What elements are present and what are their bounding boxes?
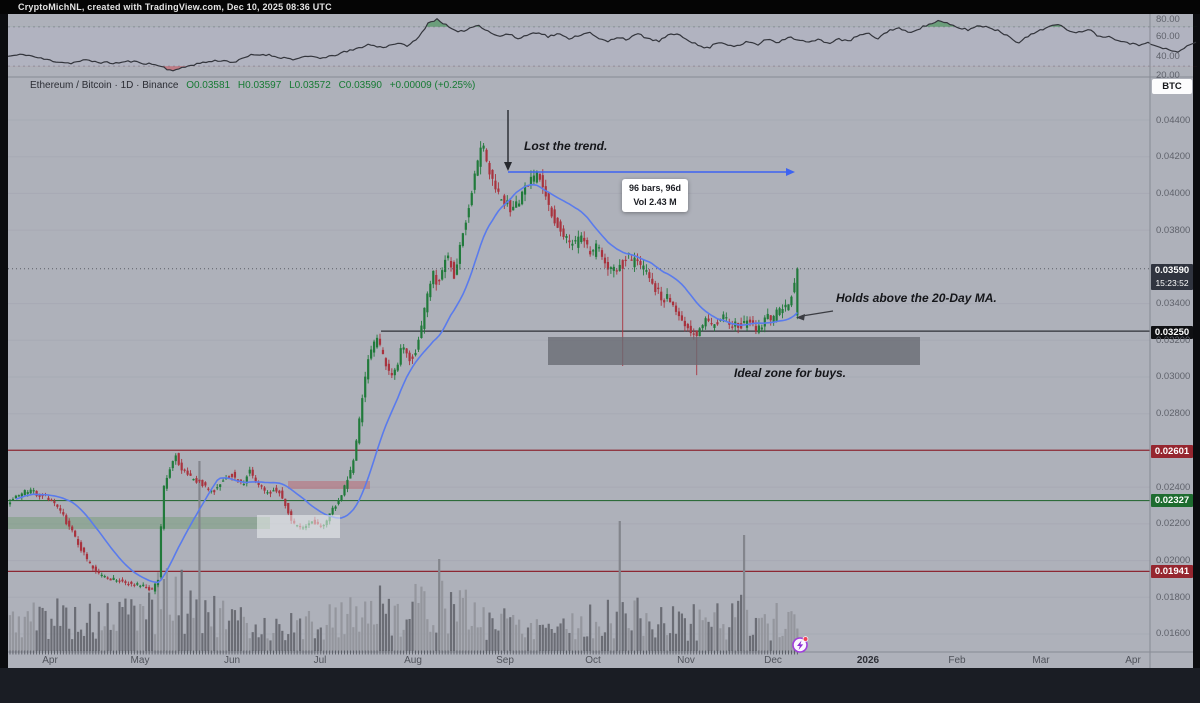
time-tick-label: Sep xyxy=(496,655,514,666)
horizontal-levels xyxy=(8,330,1150,572)
measure-tool-tooltip: 96 bars, 96d Vol 2.43 M xyxy=(622,179,689,212)
symbol-title[interactable]: Ethereum / Bitcoin · 1D · Binance xyxy=(30,80,179,91)
time-tick-label: Dec xyxy=(764,655,782,666)
bar-countdown: 15:23:52 xyxy=(1155,278,1189,288)
zones-under xyxy=(8,481,370,529)
level-badge-green: 0.02327 xyxy=(1151,494,1193,507)
time-tick-label: Feb xyxy=(948,655,966,666)
ideal-zone-box xyxy=(548,337,920,365)
level-badge-red-lower: 0.01941 xyxy=(1151,565,1193,578)
lightning-streak-icon[interactable] xyxy=(792,636,809,653)
time-tick-label: 2026 xyxy=(856,655,880,666)
ohlc-open: O0.03581 xyxy=(186,80,231,91)
price-tick-label: 0.02800 xyxy=(1156,408,1191,420)
rsi-tick-label: 40.00 xyxy=(1156,50,1180,62)
rsi-tick-label: 60.00 xyxy=(1156,31,1180,43)
price-tick-label: 0.01800 xyxy=(1156,591,1191,603)
price-tick-label: 0.02000 xyxy=(1156,555,1191,567)
red-band xyxy=(288,481,370,489)
attribution-bar: CryptoMichNL, created with TradingView.c… xyxy=(0,0,1200,14)
time-tick-label: Jun xyxy=(223,655,241,666)
time-tick-label: Apr xyxy=(1125,655,1141,666)
ohlc-close: C0.03590 xyxy=(338,80,382,91)
time-tick-label: Aug xyxy=(404,655,422,666)
rsi-pane xyxy=(7,18,1197,72)
annotation-ideal-zone[interactable]: Ideal zone for buys. xyxy=(734,366,847,380)
measure-bars-text: 96 bars, 96d xyxy=(629,183,682,193)
annotation-lost-trend[interactable]: Lost the trend. xyxy=(524,139,608,153)
time-tick-label: Oct xyxy=(585,655,601,666)
ma-20-line xyxy=(15,183,798,584)
price-tick-label: 0.03800 xyxy=(1156,224,1191,236)
footer-bar: TradingView xyxy=(0,668,1200,703)
green-band xyxy=(8,517,270,529)
last-price-value: 0.03590 xyxy=(1154,265,1190,276)
last-price-badge: 0.03590 15:23:52 xyxy=(1151,264,1193,290)
measure-volume-text: Vol 2.43 M xyxy=(633,196,677,207)
price-tick-label: 0.03400 xyxy=(1156,298,1191,310)
price-tick-label: 0.02200 xyxy=(1156,518,1191,530)
bar-ticks xyxy=(9,650,798,655)
annotation-holds-ma[interactable]: Holds above the 20-Day MA. xyxy=(836,291,997,305)
holds-arrow xyxy=(801,310,834,317)
measure-tool xyxy=(504,110,834,321)
currency-unit-badge[interactable]: BTC xyxy=(1152,79,1192,94)
ohlc-low: L0.03572 xyxy=(289,80,331,91)
time-tick-label: Apr xyxy=(42,655,58,666)
price-tick-label: 0.02400 xyxy=(1156,481,1191,493)
rsi-line xyxy=(7,18,1197,72)
time-tick-label: May xyxy=(130,655,150,666)
rsi-tick-label: 80.00 xyxy=(1156,14,1180,25)
price-gridlines xyxy=(8,119,1150,635)
time-tick-label: Jul xyxy=(313,655,327,666)
level-badge-black: 0.03250 xyxy=(1151,326,1193,339)
ohlc-change: +0.00009 (+0.25%) xyxy=(389,80,476,91)
time-tick-label: Mar xyxy=(1032,655,1050,666)
volume-bars xyxy=(8,461,799,651)
price-tick-label: 0.04200 xyxy=(1156,151,1191,163)
rsi-tick-label: 20.00 xyxy=(1156,70,1180,82)
price-tick-label: 0.04400 xyxy=(1156,114,1191,126)
zones-over xyxy=(257,337,920,538)
price-tick-label: 0.03000 xyxy=(1156,371,1191,383)
time-tick-label: Nov xyxy=(677,655,695,666)
ohlc-high: H0.03597 xyxy=(237,80,282,91)
attribution-text: CryptoMichNL, created with TradingView.c… xyxy=(18,2,332,12)
price-tick-label: 0.01600 xyxy=(1156,628,1191,640)
white-box xyxy=(257,515,340,538)
price-tick-label: 0.04000 xyxy=(1156,187,1191,199)
price-tick-label: 0.03200 xyxy=(1156,334,1191,346)
symbol-info-line[interactable]: Ethereum / Bitcoin · 1D · Binance O0.035… xyxy=(30,80,480,91)
level-badge-red-upper: 0.02601 xyxy=(1151,445,1193,458)
